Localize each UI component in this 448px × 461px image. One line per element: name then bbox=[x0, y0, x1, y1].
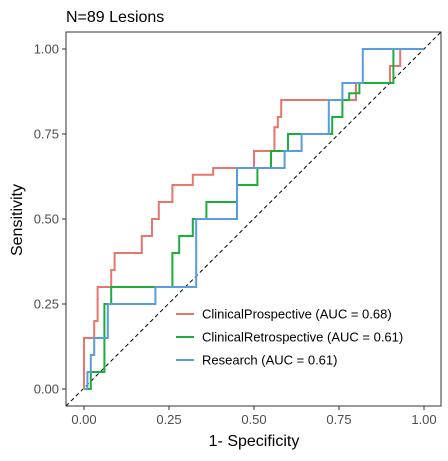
legend-label-0: ClinicalProspective (AUC = 0.68) bbox=[202, 307, 392, 322]
x-tick-label: 0.25 bbox=[156, 412, 181, 427]
legend: ClinicalProspective (AUC = 0.68) Clinical… bbox=[176, 307, 403, 368]
x-tick-label: 0.75 bbox=[326, 412, 351, 427]
legend-label-2: Research (AUC = 0.61) bbox=[202, 353, 337, 368]
y-tick-label: 1.00 bbox=[34, 42, 59, 57]
y-tick-label: 0.75 bbox=[34, 127, 59, 142]
x-tick-label: 0.50 bbox=[241, 412, 266, 427]
x-tick-label: 1.00 bbox=[411, 412, 436, 427]
plot-area bbox=[65, 31, 442, 407]
y-axis-title: Sensitivity bbox=[9, 184, 26, 256]
x-axis-title: 1- Specificity bbox=[209, 433, 300, 450]
y-tick-label: 0.25 bbox=[34, 297, 59, 312]
x-tick-label: 0.00 bbox=[71, 412, 96, 427]
y-tick-label: 0.50 bbox=[34, 212, 59, 227]
roc-curve-1 bbox=[84, 48, 424, 390]
reference-diagonal-line bbox=[65, 31, 442, 407]
legend-label-1: ClinicalRetrospective (AUC = 0.61) bbox=[202, 330, 403, 345]
y-tick-label: 0.00 bbox=[34, 382, 59, 397]
chart-title: N=89 Lesions bbox=[66, 9, 164, 26]
axes: 0.00 0.25 0.50 0.75 1.00 0.00 0.25 0.50 0.75 1.00 bbox=[34, 31, 442, 427]
roc-curve-2 bbox=[84, 48, 424, 390]
